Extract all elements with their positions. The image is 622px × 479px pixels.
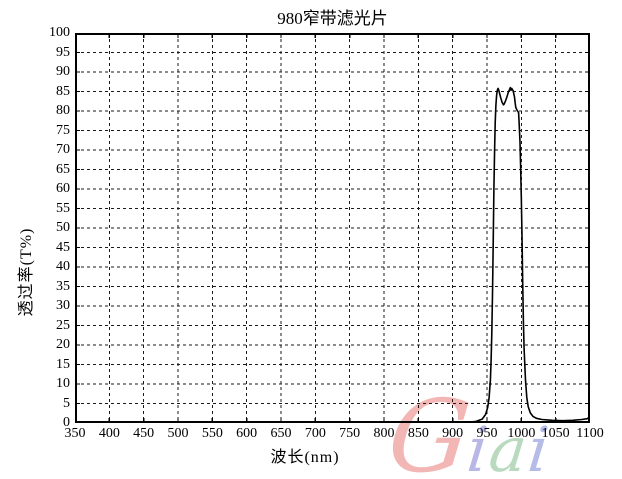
y-tick-label: 65 (56, 161, 70, 177)
y-tick-label: 80 (56, 103, 70, 118)
y-tick-label: 85 (56, 83, 70, 99)
x-tick-label: 450 (133, 426, 155, 441)
y-axis-label: 透过率(T%) (18, 227, 35, 317)
x-tick-label: 900 (442, 426, 464, 441)
x-tick-label: 1100 (576, 426, 604, 441)
x-tick-label: 400 (98, 426, 120, 441)
x-tick-label: 950 (476, 426, 498, 441)
plot-area (75, 33, 590, 423)
y-tick-label: 50 (56, 220, 70, 235)
y-tick-label: 20 (56, 337, 70, 352)
gridlines (75, 33, 590, 423)
x-tick-label: 350 (64, 426, 86, 441)
y-tick-label: 90 (56, 64, 70, 79)
y-tick-label: 0 (63, 415, 70, 430)
y-tick-label: 40 (56, 259, 70, 274)
x-tick-label: 850 (407, 426, 429, 441)
x-tick-label: 750 (339, 426, 361, 441)
x-tick-label: 700 (304, 426, 326, 441)
y-tick-label: 25 (56, 317, 70, 333)
y-tick-label: 5 (63, 395, 70, 411)
x-tick-label: 1000 (507, 426, 536, 441)
x-axis-label: 波长(nm) (270, 449, 340, 466)
x-tick-label: 800 (373, 426, 395, 441)
y-tick-label: 75 (56, 122, 70, 138)
x-tick-label: 600 (236, 426, 258, 441)
x-tick-label: 1050 (541, 426, 570, 441)
y-tick-label: 30 (56, 298, 70, 313)
y-tick-label: 95 (56, 44, 70, 60)
y-tick-label: 70 (56, 142, 70, 157)
y-tick-label: 55 (56, 200, 70, 216)
y-tick-label: 60 (56, 181, 70, 196)
x-tick-label: 550 (201, 426, 223, 441)
plot-border (75, 33, 590, 423)
chart-title: 980窄带滤光片 (277, 9, 388, 28)
y-tick-label: 10 (56, 376, 70, 391)
y-tick-label: 15 (56, 356, 70, 372)
transmission-curve (75, 86, 590, 423)
y-tick-label: 35 (56, 278, 70, 294)
x-tick-label: 650 (270, 426, 292, 441)
y-tick-label: 100 (49, 25, 70, 40)
x-tick-label: 500 (167, 426, 189, 441)
y-tick-label: 45 (56, 239, 70, 255)
